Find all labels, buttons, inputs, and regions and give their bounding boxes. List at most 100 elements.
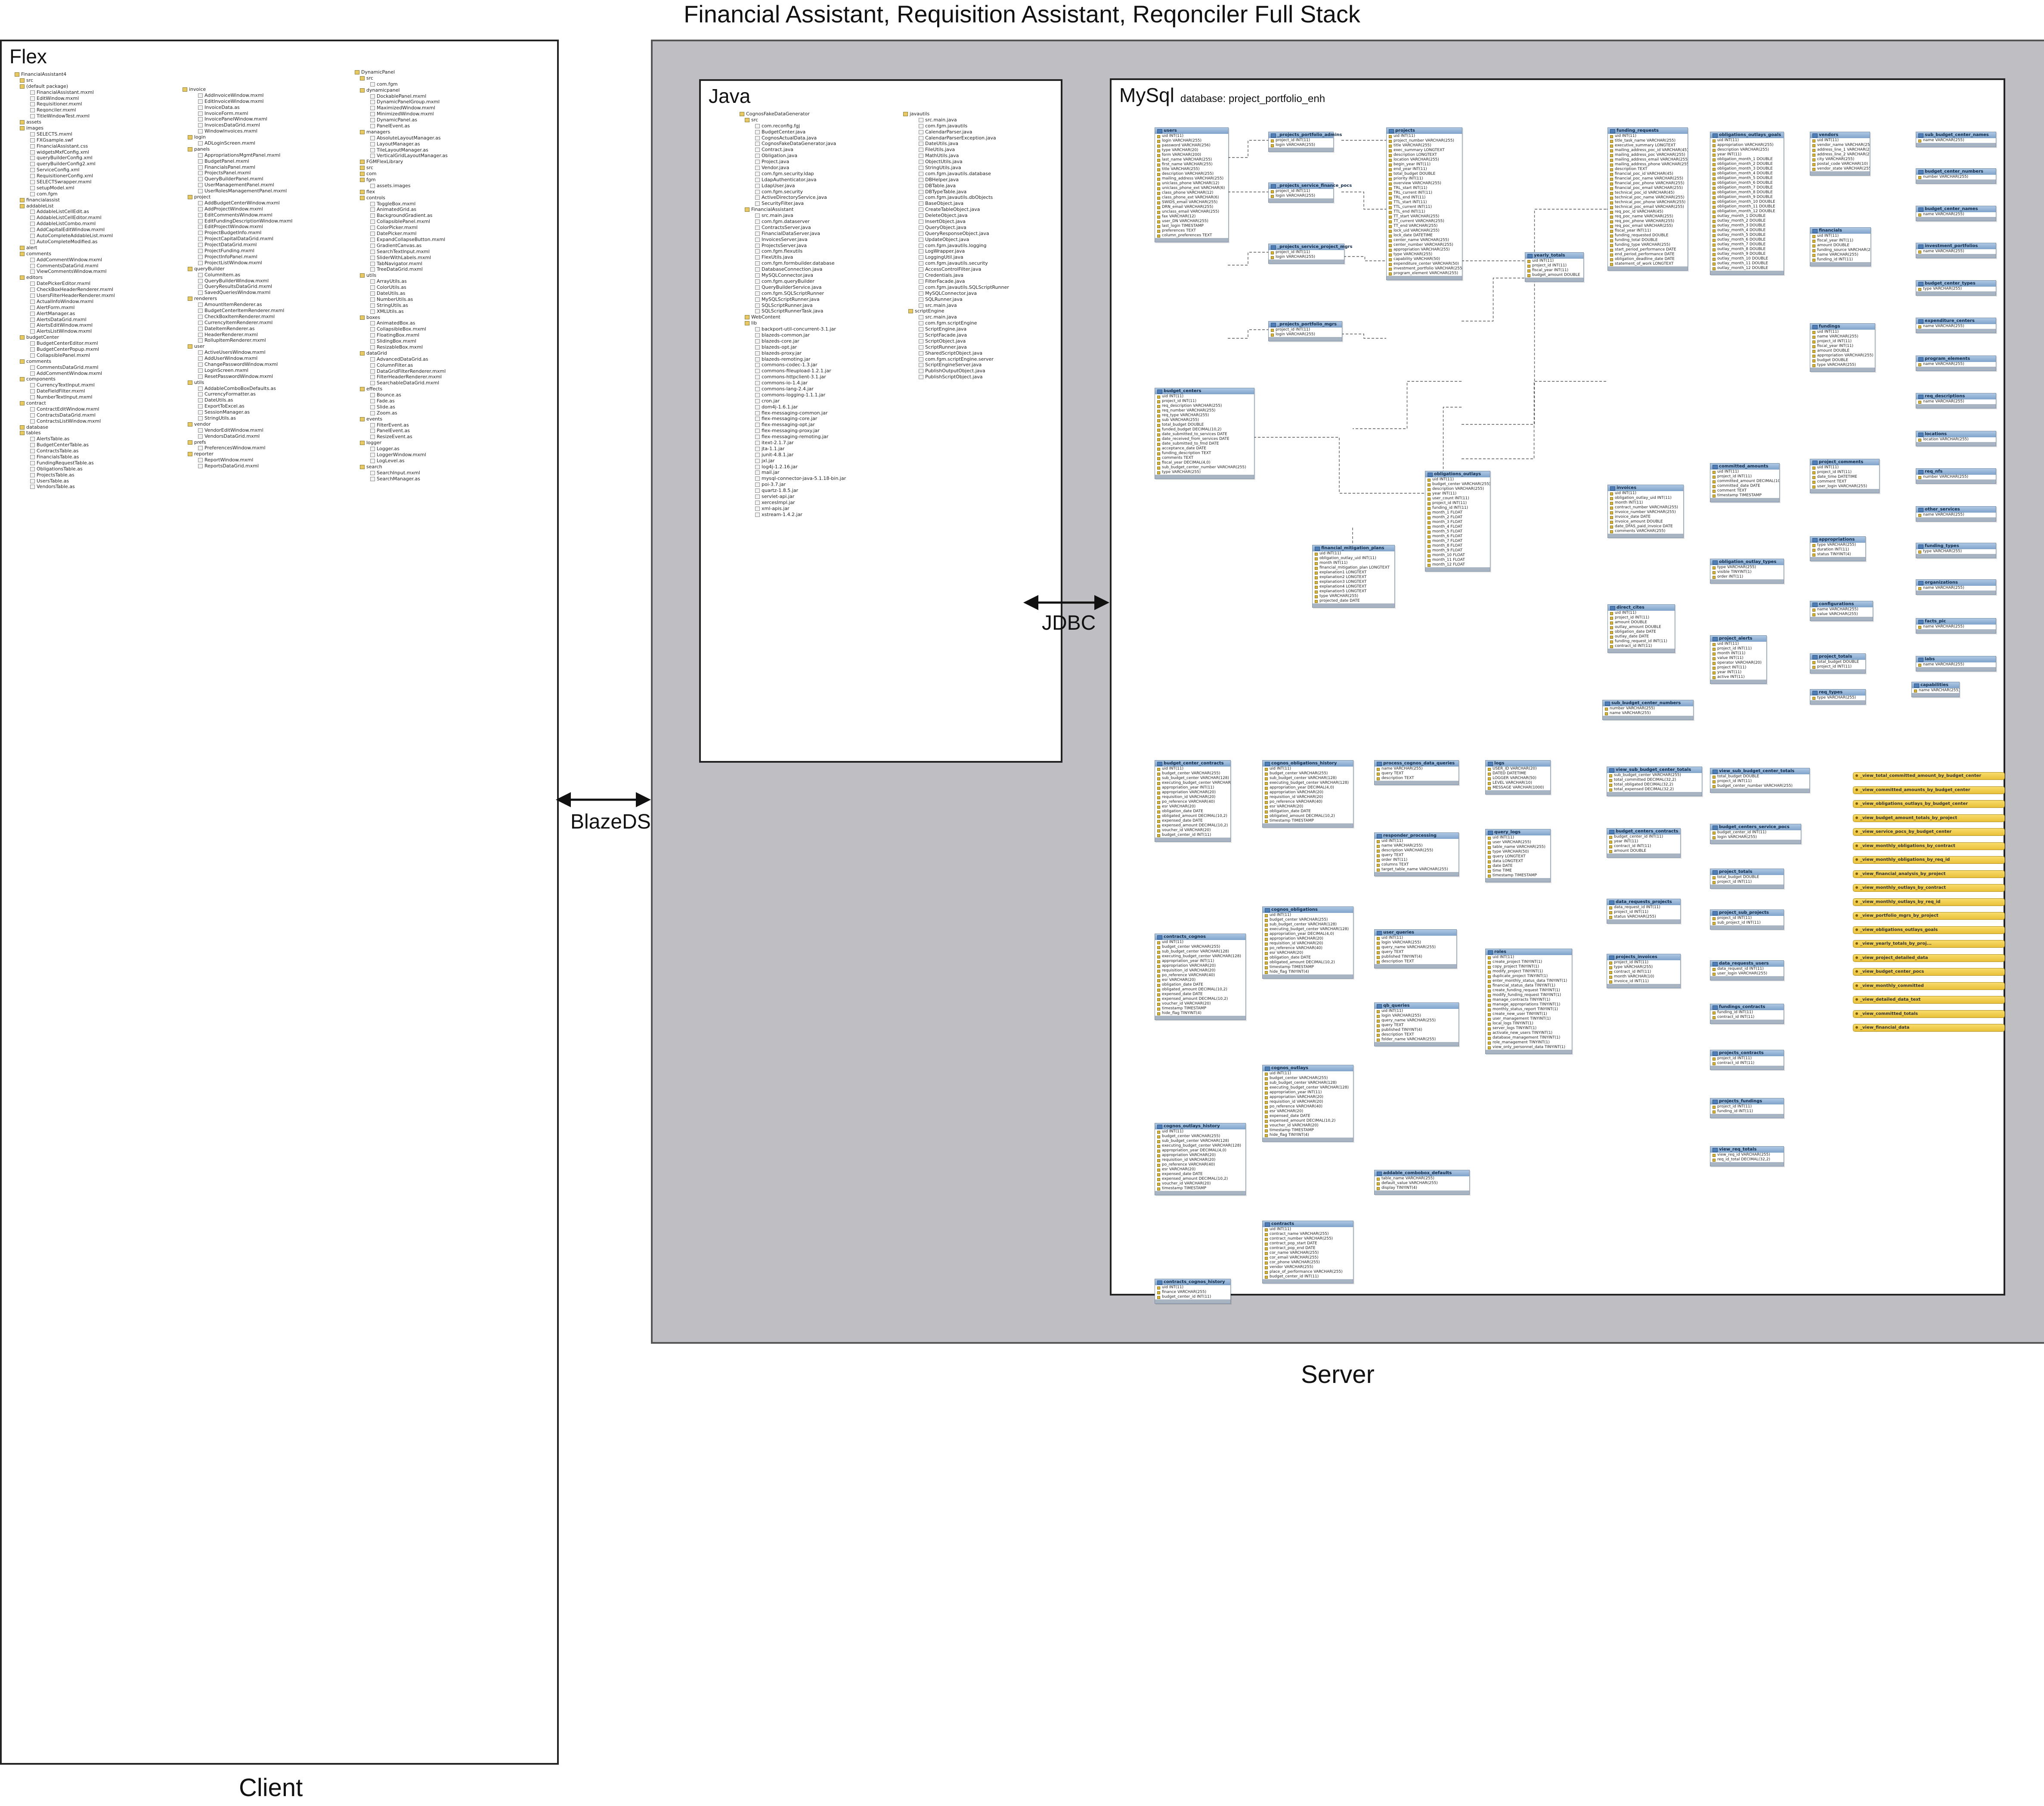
tree-item[interactable]: RequisitionerConfig.xml — [15, 173, 170, 179]
tree-item[interactable]: XMLUtils.as — [355, 309, 527, 315]
tree-item[interactable]: PublishScriptObject.java — [903, 374, 1045, 380]
tree-item[interactable]: CreateTableObject.java — [903, 207, 1045, 213]
tree-item[interactable]: CheckBoxItemRenderer.mxml — [183, 314, 338, 320]
tree-item[interactable]: AddCapitalEditWindow.mxml — [15, 227, 170, 233]
tree-item[interactable]: FinancialAssistant4 — [15, 71, 170, 77]
tree-item[interactable]: DataGridFilterRenderer.mxml — [355, 368, 527, 374]
tree-item[interactable]: SELECTSwrapper.mxml — [15, 179, 170, 185]
tree-item[interactable]: SessionManager.as — [183, 409, 338, 415]
tree-item[interactable]: boxes — [355, 315, 527, 321]
tree-item[interactable]: BackgroundGradient.as — [355, 213, 527, 219]
tree-item[interactable]: itext-2.1.7.jar — [740, 440, 882, 446]
tree-item[interactable]: com.fgm.queryBuilder — [740, 278, 882, 285]
tree-item[interactable]: LoggingUtil.java — [903, 254, 1045, 260]
tree-item[interactable]: InvoicesDataGrid.mxml — [183, 122, 338, 128]
tree-item[interactable]: com.fgm.javautils.database — [903, 171, 1045, 177]
tree-item[interactable]: Requisitioner.mxml — [15, 101, 170, 107]
tree-item[interactable]: blazeds-common.jar — [740, 332, 882, 338]
tree-item[interactable]: HeaderRenderer.mxml — [183, 332, 338, 338]
tree-item[interactable]: DateUtils.as — [355, 291, 527, 297]
tree-item[interactable]: alert — [15, 245, 170, 251]
tree-item[interactable]: ContractsServer.java — [740, 225, 882, 231]
tree-item[interactable]: UserManagementPanel.mxml — [183, 182, 338, 188]
tree-item[interactable]: managers — [355, 129, 527, 135]
tree-item[interactable]: VendorEditWindow.mxml — [183, 427, 338, 433]
tree-item[interactable]: CollapsiblePanel.mxml — [15, 353, 170, 359]
tree-item[interactable]: DatabaseConnection.java — [740, 266, 882, 272]
tree-item[interactable]: addableList — [15, 203, 170, 209]
tree-item[interactable]: SlidingBox.mxml — [355, 338, 527, 344]
tree-item[interactable]: SharedScriptObject.java — [903, 350, 1045, 356]
tree-item[interactable]: xstream-1.4.2.jar — [740, 512, 882, 518]
tree-item[interactable]: ProjectDataGrid.mxml — [183, 242, 338, 248]
tree-item[interactable]: queryBuilder — [183, 266, 338, 272]
tree-item[interactable]: DateFieldFilter.mxml — [15, 388, 170, 394]
tree-item[interactable]: ProjectBudgetInfo.mxml — [183, 230, 338, 236]
tree-item[interactable]: FinancialAssistant.css — [15, 143, 170, 149]
tree-item[interactable]: TreeDataGrid.mxml — [355, 266, 527, 272]
tree-item[interactable]: AddCommentWindow.mxml — [15, 371, 170, 377]
tree-item[interactable]: WebContent — [740, 314, 882, 320]
table-projects-portfolio-admins[interactable]: _projects_portfolio_admins project_id INT… — [1268, 132, 1342, 152]
tree-item[interactable]: AlertManager.as — [15, 311, 170, 317]
tree-item[interactable]: NumberTextInput.mxml — [15, 394, 170, 400]
tree-item[interactable]: DynamicPanel.as — [355, 117, 527, 123]
tree-item[interactable]: jta-1.1.jar — [740, 446, 882, 452]
tree-item[interactable]: mail.jar — [740, 470, 882, 476]
tree-item[interactable]: CurrencyTextInput.mxml — [15, 382, 170, 388]
tree-item[interactable]: CollapsibleBox.mxml — [355, 326, 527, 332]
tree-item[interactable]: AbsoluteLayoutManager.as — [355, 135, 527, 141]
tree-item[interactable]: DatePicker.mxml — [355, 231, 527, 237]
tree-item[interactable]: FinancialAssistant.mxml — [15, 90, 170, 96]
tree-item[interactable]: TileLayoutManager.as — [355, 147, 527, 153]
tree-item[interactable]: queryBuilderConfig.xml — [15, 155, 170, 161]
tree-item[interactable]: AlertsTable.as — [15, 436, 170, 442]
tree-item[interactable]: dynamicpanel — [355, 87, 527, 93]
tree-item[interactable]: com.fgm.formbuilder.database — [740, 260, 882, 266]
tree-item[interactable]: DateUtils.java — [903, 141, 1045, 147]
tree-item[interactable]: FlexUtils.java — [740, 254, 882, 260]
tree-item[interactable]: LoginScreen.mxml — [183, 368, 338, 374]
tree-item[interactable]: xercesImpl.jar — [740, 500, 882, 506]
tree-item[interactable]: effects — [355, 386, 527, 392]
tree-item[interactable]: src — [355, 75, 527, 81]
tree-item[interactable]: ToggleBox.mxml — [355, 201, 527, 207]
tree-item[interactable]: FundingRequestTable.as — [15, 460, 170, 466]
tree-item[interactable]: DateItemRenderer.as — [183, 326, 338, 332]
tree-item[interactable]: InvoicePanelWindow.mxml — [183, 116, 338, 122]
tree-item[interactable]: StringUtils.as — [183, 415, 338, 421]
tree-item[interactable]: UpdateObject.java — [903, 237, 1045, 243]
tree-item[interactable]: QueryResultsDataGrid.mxml — [183, 284, 338, 290]
tree-item[interactable]: log4j-1.2.16.jar — [740, 464, 882, 470]
tree-item[interactable]: flex-messaging-opt.jar — [740, 422, 882, 428]
tree-item[interactable]: EditInvoiceWindow.mxml — [183, 99, 338, 105]
tree-item[interactable]: reporter — [183, 451, 338, 457]
tree-item[interactable]: EditWindow.mxml — [15, 96, 170, 102]
tree-item[interactable]: Obligation.java — [740, 153, 882, 159]
tree-item[interactable]: DatePickerEditor.mxml — [15, 281, 170, 287]
tree-item[interactable]: servlet-api.jar — [740, 494, 882, 500]
tree-item[interactable]: CognosFakeDataGenerator — [740, 111, 882, 117]
tree-item[interactable]: Zoom.as — [355, 410, 527, 416]
tree-item[interactable]: ExpandCollapseButton.mxml — [355, 237, 527, 243]
tree-item[interactable]: AddInvoiceWindow.mxml — [183, 93, 338, 99]
tree-item[interactable]: ProjectInfoPanel.mxml — [183, 254, 338, 260]
tree-item[interactable]: AlertsListWindow.mxml — [15, 328, 170, 334]
tree-item[interactable]: MinimizedWindow.mxml — [355, 111, 527, 117]
tree-item[interactable]: login — [183, 134, 338, 140]
tree-item[interactable]: commons-logging-1.1.1.jar — [740, 392, 882, 398]
tree-item[interactable]: com.fgm — [15, 191, 170, 197]
tree-item[interactable]: AddableComboBoxDefaults.as — [183, 386, 338, 392]
tree-item[interactable]: LoggerWindow.mxml — [355, 452, 527, 458]
tree-item[interactable]: flex-messaging-common.jar — [740, 410, 882, 416]
tree-item[interactable]: panels — [183, 146, 338, 152]
tree-item[interactable]: BaseObject.java — [903, 201, 1045, 207]
tree-item[interactable]: SearchInput.mxml — [355, 470, 527, 476]
tree-item[interactable]: DBHelper.java — [903, 177, 1045, 183]
tree-item[interactable]: comments — [15, 359, 170, 365]
tree-item[interactable]: src.main.java — [903, 314, 1045, 320]
tree-item[interactable]: AlertsEditWindow.mxml — [15, 322, 170, 328]
tree-item[interactable]: Project.java — [740, 159, 882, 165]
tree-item[interactable]: search — [355, 464, 527, 470]
tree-item[interactable]: GradientCanvas.as — [355, 243, 527, 249]
